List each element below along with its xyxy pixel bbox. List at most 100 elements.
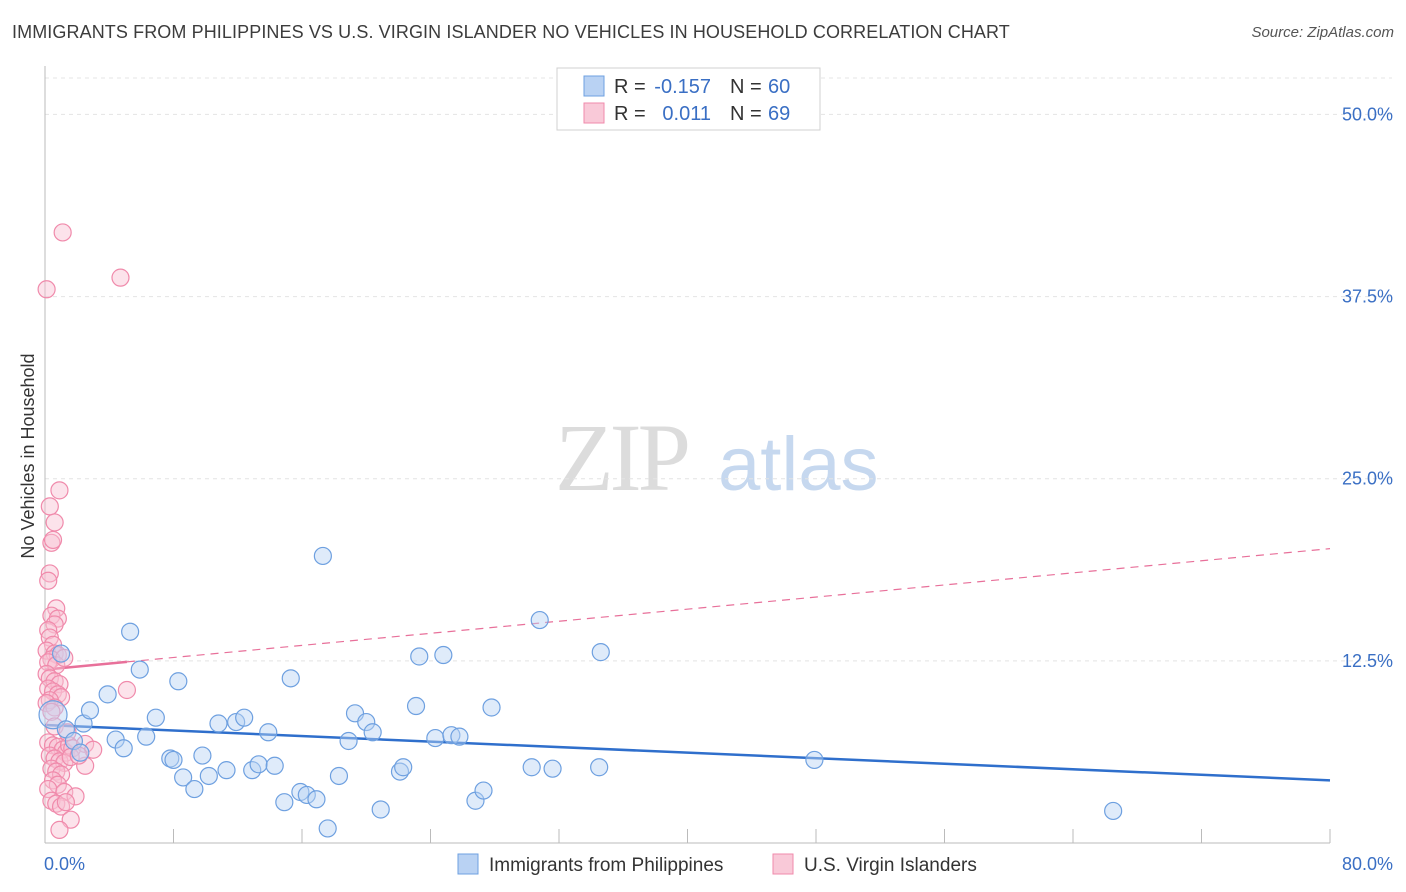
data-point-philippines [530,610,549,630]
trend-line-philippines [44,723,1331,782]
data-point-philippines [137,727,156,746]
data-point-philippines [146,708,165,727]
data-point-philippines [406,696,426,716]
data-point-virgin-islanders [111,268,130,287]
data-point-philippines [265,756,284,775]
data-point-philippines [169,672,188,691]
data-point-philippines [209,714,228,733]
data-point-philippines [474,781,493,800]
data-point-philippines [371,800,390,819]
data-point-philippines [235,708,254,727]
x-tick-label-min: 0.0% [44,854,85,874]
data-point-philippines [51,644,71,663]
trend-lines [44,548,1331,782]
data-point-virgin-islanders [37,280,56,299]
data-point-philippines [259,723,278,742]
data-point-philippines [121,622,140,641]
x-tick-label-max: 80.0% [1342,854,1393,874]
data-point-philippines [1104,801,1123,821]
data-point-virgin-islanders [53,223,72,242]
data-point-philippines [426,728,445,748]
data-point-philippines [450,727,469,746]
axes [44,66,1331,844]
data-point-virgin-islanders [48,775,67,794]
data-point-virgin-islanders [45,513,64,532]
data-point-philippines [591,643,610,662]
data-point-philippines [363,723,382,742]
data-point-virgin-islanders [48,609,67,628]
data-point-philippines [522,758,541,777]
data-point-virgin-islanders [39,679,58,698]
bottom-legend-swatch-pink [772,853,794,875]
y-tick-label: 12.5% [1342,651,1393,671]
data-point-philippines [543,759,562,778]
legend-n-label-1: N = [730,76,762,98]
data-point-virgin-islanders [69,746,88,765]
legend-swatch-blue [583,75,605,97]
data-point-philippines [114,739,133,758]
data-point-virgin-islanders [42,791,61,810]
bottom-legend-label-philippines: Immigrants from Philippines [489,855,723,876]
legend-n-value-2: 69 [768,103,790,125]
data-point-philippines [199,766,218,786]
data-point-philippines [482,698,501,717]
data-point-philippines [805,750,824,770]
x-tick-labels: 0.0% 80.0% [44,854,1393,874]
data-point-philippines [307,790,326,809]
data-point-philippines [313,546,332,566]
data-point-philippines [185,779,204,799]
data-point-virgin-islanders [42,533,61,552]
bottom-legend-swatch-blue [457,853,479,875]
data-point-philippines [71,743,90,762]
series-legend: Immigrants from Philippines U.S. Virgin … [457,853,977,876]
legend-r-value-2: 0.011 [662,103,711,125]
data-point-virgin-islanders [40,746,59,765]
data-point-virgin-islanders [50,481,69,500]
legend-r-value-1: -0.157 [654,76,711,98]
grid-lines [45,77,1392,662]
data-point-virgin-islanders [50,820,69,839]
data-point-philippines [164,750,183,770]
data-point-virgin-islanders [47,794,66,813]
data-point-philippines [394,758,413,777]
data-point-virgin-islanders [39,571,58,590]
data-point-virgin-islanders [43,530,63,550]
data-point-philippines [130,660,149,679]
data-point-philippines [357,712,376,732]
data-point-philippines [297,785,316,805]
y-tick-label: 37.5% [1342,287,1393,307]
y-tick-label: 50.0% [1342,104,1393,124]
y-tick-labels: 12.5% 25.0% 37.5% 50.0% [1342,104,1393,670]
data-point-virgin-islanders [40,497,59,516]
data-point-philippines [64,731,84,751]
chart-title: IMMIGRANTS FROM PHILIPPINES VS U.S. VIRG… [12,22,1010,42]
data-point-virgin-islanders [66,787,85,806]
series-philippines [38,546,1123,838]
data-point-philippines [329,766,349,786]
watermark-atlas: atlas [718,422,879,507]
data-point-philippines [249,755,268,774]
data-point-philippines [434,645,453,665]
correlation-legend: R = -0.157 N = 60 R = 0.011 N = 69 [556,67,821,131]
data-point-philippines [590,758,609,777]
data-point-virgin-islanders [117,680,137,700]
legend-r-label-1: R = [614,76,646,98]
data-point-virgin-islanders [40,564,59,583]
data-point-philippines [80,701,100,720]
watermark-zip: ZIP [555,404,688,511]
y-axis-label: No Vehicles in Household [18,353,38,558]
data-point-virgin-islanders [42,702,61,721]
data-point-virgin-islanders [42,759,61,778]
data-point-virgin-islanders [39,621,58,640]
legend-r-label-2: R = [614,103,646,125]
legend-n-label-2: N = [730,103,762,125]
data-point-philippines [98,685,117,704]
y-tick-label: 25.0% [1342,469,1393,489]
legend-n-value-1: 60 [768,76,790,98]
data-point-philippines [410,647,429,666]
data-point-philippines [318,819,337,838]
data-point-virgin-islanders [61,810,80,829]
data-point-philippines [281,669,300,688]
data-point-philippines [217,761,236,780]
